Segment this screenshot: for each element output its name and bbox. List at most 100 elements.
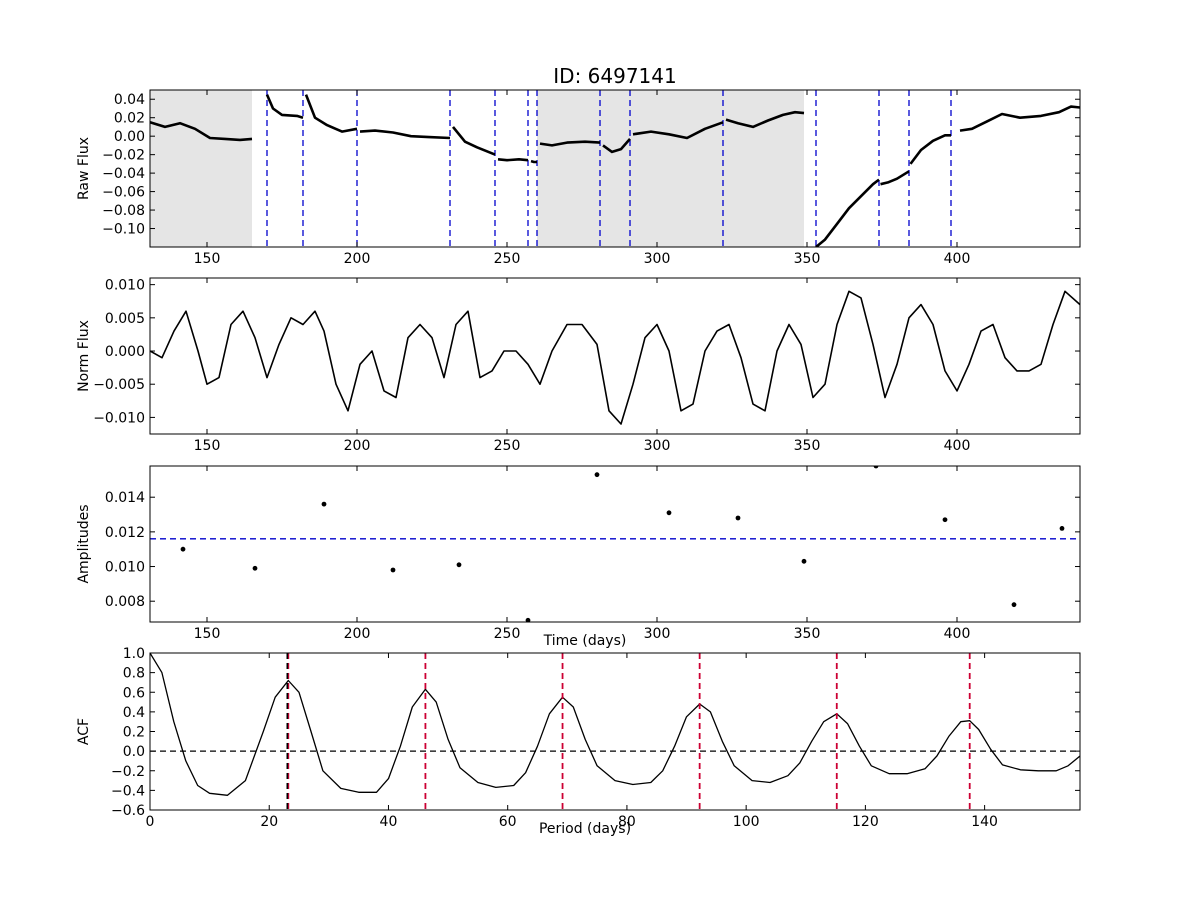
amp-xtick-label-4: 350 (794, 626, 821, 642)
raw-ytick-label-4: −0.02 (102, 148, 145, 164)
raw-series-segment-5 (497, 158, 529, 162)
amp-point-12 (1011, 602, 1017, 608)
raw-series-segment-0 (150, 121, 253, 142)
raw-shaded-region-1 (537, 90, 804, 247)
norm-xtick-label-2: 250 (494, 438, 521, 454)
norm-ytick-label-0: −0.010 (93, 410, 145, 426)
amp-panel: 150 200 250 300 350 400 0.008 0.010 0.012 0.014 Am… (76, 465, 1081, 649)
amp-xtick-label-0: 150 (194, 626, 221, 642)
amp-point-6 (594, 472, 600, 478)
amp-xtick-label-2: 250 (494, 626, 521, 642)
norm-xtick-label-0: 150 (194, 438, 221, 454)
norm-panel: 150 200 250 300 350 400 −0.010 −0.005 0.000 0.005… (76, 277, 1081, 454)
acf-xtick-label-7: 140 (971, 814, 998, 830)
norm-frame (149, 277, 1081, 435)
raw-series-segment-1 (265, 94, 304, 119)
amp-ytick-label-2: 0.012 (105, 525, 145, 541)
acf-ytick-label-2: −0.2 (111, 764, 145, 780)
raw-series-segment-10 (725, 110, 805, 129)
acf-xtick-label-4: 80 (618, 814, 636, 830)
acf-series-line (150, 653, 1080, 796)
raw-ytick-label-1: −0.08 (102, 203, 145, 219)
amp-point-5 (525, 617, 531, 622)
acf-plot-area (150, 653, 1080, 810)
amp-xtick-label-3: 300 (644, 626, 671, 642)
raw-panel: 150 200 250 300 350 400 −0.10 −0.08 −0.06 −0.04 −0… (76, 89, 1081, 267)
norm-series-line (150, 290, 1080, 425)
amp-ytick-label-0: 0.008 (105, 594, 145, 610)
raw-xtick-label-5: 400 (944, 251, 971, 267)
amp-ytick-label-3: 0.014 (105, 490, 145, 506)
acf-xlabel: Period (days) (539, 821, 631, 837)
acf-ytick-label-3: 0.0 (123, 744, 145, 760)
norm-ylabel: Norm Flux (76, 320, 92, 392)
norm-xtick-label-1: 200 (344, 438, 371, 454)
amp-point-11 (942, 517, 948, 523)
raw-xtick-label-0: 150 (194, 251, 221, 267)
amp-point-4 (456, 562, 462, 568)
raw-frame (149, 89, 1081, 248)
raw-xtick-label-4: 350 (794, 251, 821, 267)
amp-point-2 (321, 501, 327, 507)
raw-series-segment-12 (880, 170, 910, 186)
norm-ytick-label-4: 0.010 (105, 278, 145, 294)
raw-series-segment-2 (304, 94, 358, 133)
raw-series-segment-6 (530, 159, 537, 164)
amp-ylabel: Amplitudes (76, 504, 92, 583)
amp-point-13 (1059, 526, 1065, 531)
raw-ytick-label-2: −0.06 (102, 185, 145, 201)
amp-point-3 (390, 567, 396, 573)
amp-point-8 (735, 515, 741, 521)
raw-series-segment-7 (539, 140, 601, 147)
amp-point-0 (180, 546, 186, 552)
amp-ytick-label-1: 0.010 (105, 560, 145, 576)
raw-series-segment-13 (909, 134, 951, 165)
amp-plot-area (150, 466, 1080, 622)
raw-ylabel: Raw Flux (76, 137, 92, 200)
amp-point-7 (666, 510, 672, 516)
chart-title: ID: 6497141 (553, 64, 676, 88)
norm-xtick-label-4: 350 (794, 438, 821, 454)
amp-point-10 (873, 466, 879, 469)
acf-frame (149, 652, 1081, 811)
acf-xtick-label-3: 60 (499, 814, 517, 830)
raw-ytick-label-7: 0.04 (114, 92, 145, 108)
acf-ytick-label-1: −0.4 (111, 783, 145, 799)
raw-series-segment-14 (959, 105, 1080, 132)
amp-point-9 (801, 558, 807, 564)
raw-series-segment-9 (632, 121, 724, 140)
acf-ytick-label-6: 0.6 (123, 685, 145, 701)
acf-ytick-label-5: 0.4 (123, 705, 145, 721)
acf-ytick-label-7: 0.8 (123, 666, 145, 682)
raw-ytick-label-3: −0.04 (102, 166, 145, 182)
raw-plot-area (150, 90, 1080, 247)
amp-point-1 (252, 565, 258, 571)
amp-xtick-label-1: 200 (344, 626, 371, 642)
raw-series-segment-4 (451, 126, 496, 156)
norm-ytick-label-3: 0.005 (105, 311, 145, 327)
norm-ytick-label-2: 0.000 (105, 344, 145, 360)
raw-shaded-region-0 (150, 90, 252, 247)
acf-xtick-label-1: 20 (260, 814, 278, 830)
norm-plot-area (150, 290, 1080, 425)
raw-xtick-label-3: 300 (644, 251, 671, 267)
raw-ytick-label-5: 0.00 (114, 129, 145, 145)
acf-xtick-label-6: 120 (852, 814, 879, 830)
acf-ytick-label-0: −0.6 (111, 803, 145, 819)
acf-panel: 0 20 40 60 80 100 120 140 −0.6 −0.4 −0.2 0.0 0.2 0.4 0… (76, 646, 1081, 837)
norm-xtick-label-3: 300 (644, 438, 671, 454)
raw-series-segment-8 (602, 138, 631, 154)
acf-ytick-label-8: 1.0 (123, 646, 145, 662)
norm-xtick-label-5: 400 (944, 438, 971, 454)
amp-frame (149, 465, 1081, 623)
acf-xtick-label-0: 0 (146, 814, 155, 830)
raw-xtick-label-1: 200 (344, 251, 371, 267)
acf-xtick-label-5: 100 (733, 814, 760, 830)
acf-xtick-label-2: 40 (380, 814, 398, 830)
raw-ytick-label-6: 0.02 (114, 111, 145, 127)
acf-ylabel: ACF (76, 718, 92, 745)
acf-ytick-label-4: 0.2 (123, 725, 145, 741)
norm-ytick-label-1: −0.005 (93, 377, 145, 393)
raw-ytick-label-0: −0.10 (102, 222, 145, 238)
raw-series-segment-3 (359, 129, 451, 140)
